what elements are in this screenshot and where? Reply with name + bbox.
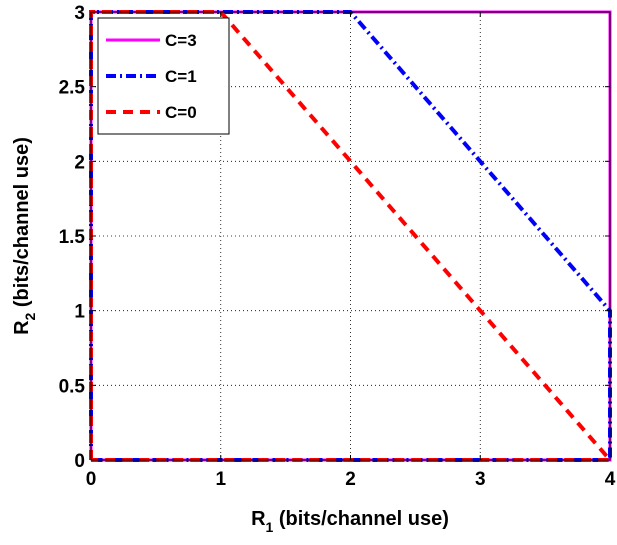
grid — [91, 12, 610, 460]
legend-label-0: C=3 — [165, 31, 197, 50]
y-tick-label: 2 — [74, 152, 85, 173]
x-axis-label-main: R — [251, 508, 266, 530]
y-tick-label: 3 — [74, 3, 85, 24]
y-tick-label: 0 — [74, 451, 85, 472]
x-axis-label: R1 (bits/channel use) — [251, 508, 449, 535]
ticks: 0 1 2 3 4 0 0.5 1 1.5 2 2.5 3 — [59, 3, 616, 490]
x-tick-label: 0 — [86, 469, 97, 490]
y-tick-label: 1.5 — [59, 227, 86, 248]
y-tick-label: 1 — [74, 302, 85, 323]
legend-label-1: C=1 — [165, 67, 197, 86]
x-tick-label: 2 — [345, 469, 356, 490]
x-tick-label: 4 — [605, 469, 616, 490]
legend-box — [97, 17, 230, 135]
x-tick-label: 3 — [475, 469, 486, 490]
y-axis-label: R2 (bits/channel use) — [11, 137, 38, 335]
y-tick-label: 2.5 — [59, 78, 86, 99]
x-tick-label: 1 — [215, 469, 226, 490]
y-axis-label-unit: (bits/channel use) — [11, 137, 33, 313]
legend-label-2: C=0 — [165, 103, 197, 122]
y-axis-label-main: R — [11, 320, 33, 335]
y-tick-label: 0.5 — [59, 376, 86, 397]
legend: C=3 C=1 C=0 — [97, 17, 230, 135]
y-axis-label-subscript: 2 — [22, 312, 38, 320]
x-axis-label-subscript: 1 — [266, 519, 274, 535]
series-line-1 — [89, 10, 612, 462]
x-axis-label-unit: (bits/channel use) — [273, 508, 449, 530]
